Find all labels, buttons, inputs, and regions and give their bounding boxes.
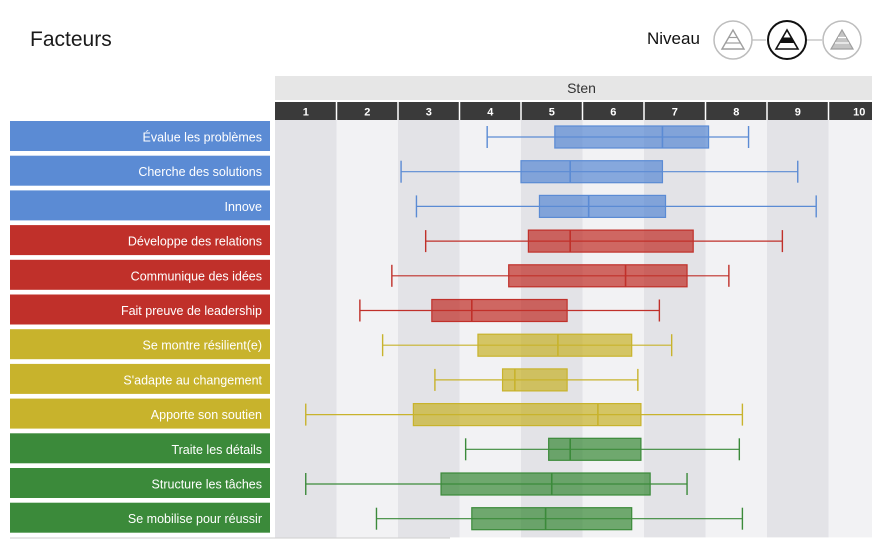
factor-label-band [10,294,270,325]
factor-label: Communique des idées [131,269,262,283]
factor-label-band [10,259,270,290]
factor-label: Évalue les problèmes [142,130,262,145]
factor-label-band [10,398,270,429]
factor-label-band [10,468,270,498]
factor-label-band [10,502,270,533]
factor-row: Développe des relations [10,225,784,256]
factor-label: Structure les tâches [152,478,262,492]
iqr-box [477,333,633,357]
factor-row: Se montre résilient(e) [10,329,673,360]
factor-row: Communique des idées [10,259,730,290]
grid-column [705,120,767,538]
level-label: Niveau [647,29,700,48]
factor-label: Apporte son soutien [151,408,262,422]
tick-label: 4 [487,107,494,119]
factor-label: Se montre résilient(e) [143,339,263,353]
tick-label: 3 [426,107,432,119]
factor-label-band [10,155,270,186]
grid-column [828,120,872,538]
tick-label: 2 [364,107,370,119]
grid-column [582,120,644,538]
iqr-box [554,125,710,149]
grid-column [644,120,706,538]
factor-label: Fait preuve de leadership [121,304,262,318]
iqr-box [527,229,694,253]
tick-label: 7 [672,107,678,119]
factor-row: S'adapte au changement [10,363,639,394]
tick-label: 5 [549,107,555,119]
factor-row: Fait preuve de leadership [10,294,661,325]
grid-column [336,120,398,538]
factor-label-band [10,225,270,256]
factor-row: Traite les détails [10,433,741,464]
iqr-box [471,507,633,531]
factor-row: Apporte son soutien [10,398,744,429]
level-mid-icon[interactable] [767,20,807,60]
iqr-box [538,194,667,218]
iqr-box [508,264,688,288]
iqr-box [440,472,651,496]
tick-bar [275,102,872,120]
tick-label: 8 [733,107,739,119]
tick-label: 9 [795,107,801,119]
tick-label: 10 [853,107,865,119]
factor-label-band [10,433,270,464]
factor-label-band [10,190,270,221]
axis-title: Sten [567,80,596,96]
factor-row: Se mobilise pour réussir [10,502,744,533]
grid-column [459,120,521,538]
iqr-box [548,437,642,461]
factor-label: Traite les détails [171,443,262,457]
iqr-box [412,403,642,427]
iqr-box [520,160,664,184]
factor-label: Cherche des solutions [138,165,262,179]
factor-row: Évalue les problèmes [10,121,750,151]
page-title: Facteurs [30,28,112,51]
iqr-box [501,368,568,392]
factor-label-band [10,121,270,151]
grid-column [275,120,337,538]
level-low-icon[interactable] [713,20,753,60]
level-high-icon[interactable] [822,20,862,60]
factor-row: Innove [10,190,817,221]
factor-label: Développe des relations [128,235,262,249]
factor-label: Innove [224,200,262,214]
grid-column [767,120,829,538]
iqr-box [431,298,568,323]
tick-label: 6 [610,107,616,119]
level-buttons [713,20,862,60]
factor-row: Cherche des solutions [10,155,799,186]
axis-header-band [275,76,872,100]
factor-row: Structure les tâches [10,468,688,498]
factor-label: Se mobilise pour réussir [128,512,262,526]
grid-column [521,120,583,538]
grid-column [398,120,460,538]
factor-label-band [10,363,270,394]
factor-label-band [10,329,270,360]
factor-label: S'adapte au changement [123,373,262,387]
level-selector: Niveau [640,18,872,62]
tick-label: 1 [303,107,309,119]
